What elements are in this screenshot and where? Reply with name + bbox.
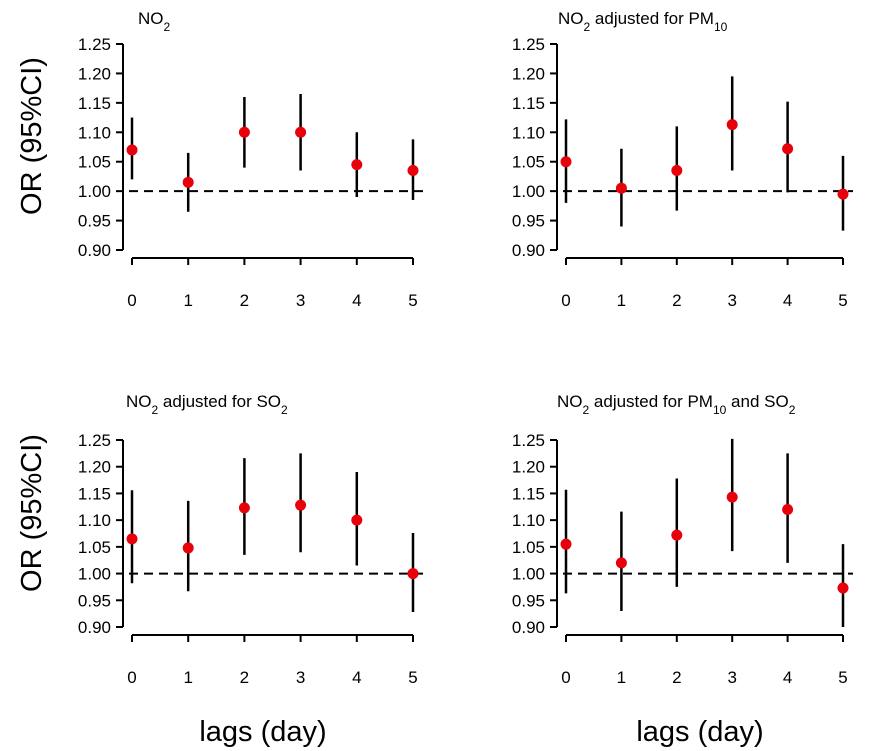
y-tick-label: 1.00: [78, 565, 111, 584]
y-tick-label: 1.25: [78, 431, 111, 450]
y-tick-label: 1.05: [512, 538, 545, 557]
x-tick-label: 3: [296, 668, 305, 687]
data-point: [726, 491, 738, 503]
y-tick-label: 1.00: [512, 565, 545, 584]
x-tick-label: 2: [672, 668, 681, 687]
y-tick-label: 1.15: [78, 94, 111, 113]
y-tick-label: 0.95: [78, 591, 111, 610]
y-tick-label: 1.10: [512, 123, 545, 142]
data-point: [407, 568, 419, 580]
y-axis-label-top: OR (95%CI): [16, 57, 48, 215]
x-tick-label: 1: [617, 291, 626, 310]
data-point: [295, 126, 307, 138]
data-point: [782, 143, 794, 155]
panel-4: NO2 adjusted for PM10 and SO2 0.90 0.95 1.0…: [512, 392, 853, 687]
panel-title: NO2: [138, 9, 171, 34]
y-axis-label-bottom: OR (95%CI): [16, 434, 48, 592]
x-tick-label: 0: [561, 291, 570, 310]
x-tick-label: 3: [727, 291, 736, 310]
y-tick-label: 1.10: [78, 511, 111, 530]
x-axis-label-right: lags (day): [636, 716, 763, 748]
y-tick-label: 1.20: [512, 64, 545, 83]
x-tick-label: 2: [240, 668, 249, 687]
data-point: [671, 529, 683, 541]
x-tick-label: 5: [408, 291, 417, 310]
x-tick-label: 4: [352, 668, 361, 687]
x-tick-label: 3: [296, 291, 305, 310]
y-tick-label: 1.10: [512, 511, 545, 530]
y-tick-label: 0.95: [512, 212, 545, 231]
x-tick-label: 2: [240, 291, 249, 310]
y-tick-label: 1.25: [512, 431, 545, 450]
y-tick-label: 1.05: [78, 538, 111, 557]
y-tick-label: 1.25: [512, 35, 545, 54]
x-tick-label: 0: [127, 291, 136, 310]
y-tick-label: 1.25: [78, 35, 111, 54]
data-point: [182, 542, 194, 554]
data-point: [837, 188, 849, 200]
data-point: [126, 533, 138, 545]
x-tick-label: 5: [408, 668, 417, 687]
data-point: [615, 182, 627, 194]
y-tick-label: 1.20: [78, 458, 111, 477]
y-tick-label: 0.90: [512, 241, 545, 260]
x-tick-label: 4: [352, 291, 361, 310]
panel-1: NO2 0.90 0.95 1.00 1.05 1.10 1.15 1.20 1.25 0 1 2 3 4…: [78, 9, 423, 310]
data-point: [407, 165, 419, 177]
x-tick-label: 4: [783, 668, 792, 687]
y-tick-label: 1.15: [78, 484, 111, 503]
y-tick-label: 1.00: [78, 182, 111, 201]
data-point: [560, 156, 572, 168]
y-tick-label: 1.15: [512, 94, 545, 113]
x-tick-label: 3: [727, 668, 736, 687]
x-tick-label: 5: [838, 668, 847, 687]
x-tick-label: 0: [561, 668, 570, 687]
data-point: [182, 176, 194, 188]
y-tick-label: 1.10: [78, 123, 111, 142]
x-tick-label: 1: [617, 668, 626, 687]
x-tick-label: 5: [838, 291, 847, 310]
y-tick-label: 0.90: [78, 241, 111, 260]
data-point: [560, 538, 572, 550]
data-point: [295, 499, 307, 511]
y-tick-label: 1.05: [512, 153, 545, 172]
data-point: [837, 582, 849, 594]
data-point: [238, 126, 250, 138]
data-point: [782, 503, 794, 515]
x-tick-label: 1: [183, 291, 192, 310]
data-point: [238, 502, 250, 514]
panel-3: NO2 adjusted for SO2 0.90 0.95 1.00 1.05 1.10…: [78, 392, 423, 687]
y-tick-label: 0.90: [512, 618, 545, 637]
panel-2: NO2 adjusted for PM10 0.90 0.95 1.00 1.05 1.1…: [512, 9, 853, 310]
panel-title: NO2 adjusted for SO2: [126, 392, 288, 417]
y-tick-label: 0.90: [78, 618, 111, 637]
y-tick-label: 1.20: [78, 64, 111, 83]
panel-title: NO2 adjusted for PM10: [558, 9, 728, 34]
y-tick-label: 1.05: [78, 153, 111, 172]
data-point: [351, 159, 363, 171]
y-tick-label: 0.95: [512, 591, 545, 610]
x-tick-label: 1: [183, 668, 192, 687]
y-tick-label: 0.95: [78, 212, 111, 231]
data-point: [351, 514, 363, 526]
x-tick-label: 2: [672, 291, 681, 310]
panel-title: NO2 adjusted for PM10 and SO2: [557, 392, 796, 417]
data-point: [615, 557, 627, 569]
data-point: [126, 144, 138, 156]
x-tick-label: 4: [783, 291, 792, 310]
x-tick-label: 0: [127, 668, 136, 687]
x-axis-label-left: lags (day): [199, 716, 326, 748]
data-point: [671, 165, 683, 177]
y-tick-label: 1.00: [512, 182, 545, 201]
data-point: [726, 119, 738, 131]
y-tick-label: 1.15: [512, 484, 545, 503]
y-tick-label: 1.20: [512, 458, 545, 477]
